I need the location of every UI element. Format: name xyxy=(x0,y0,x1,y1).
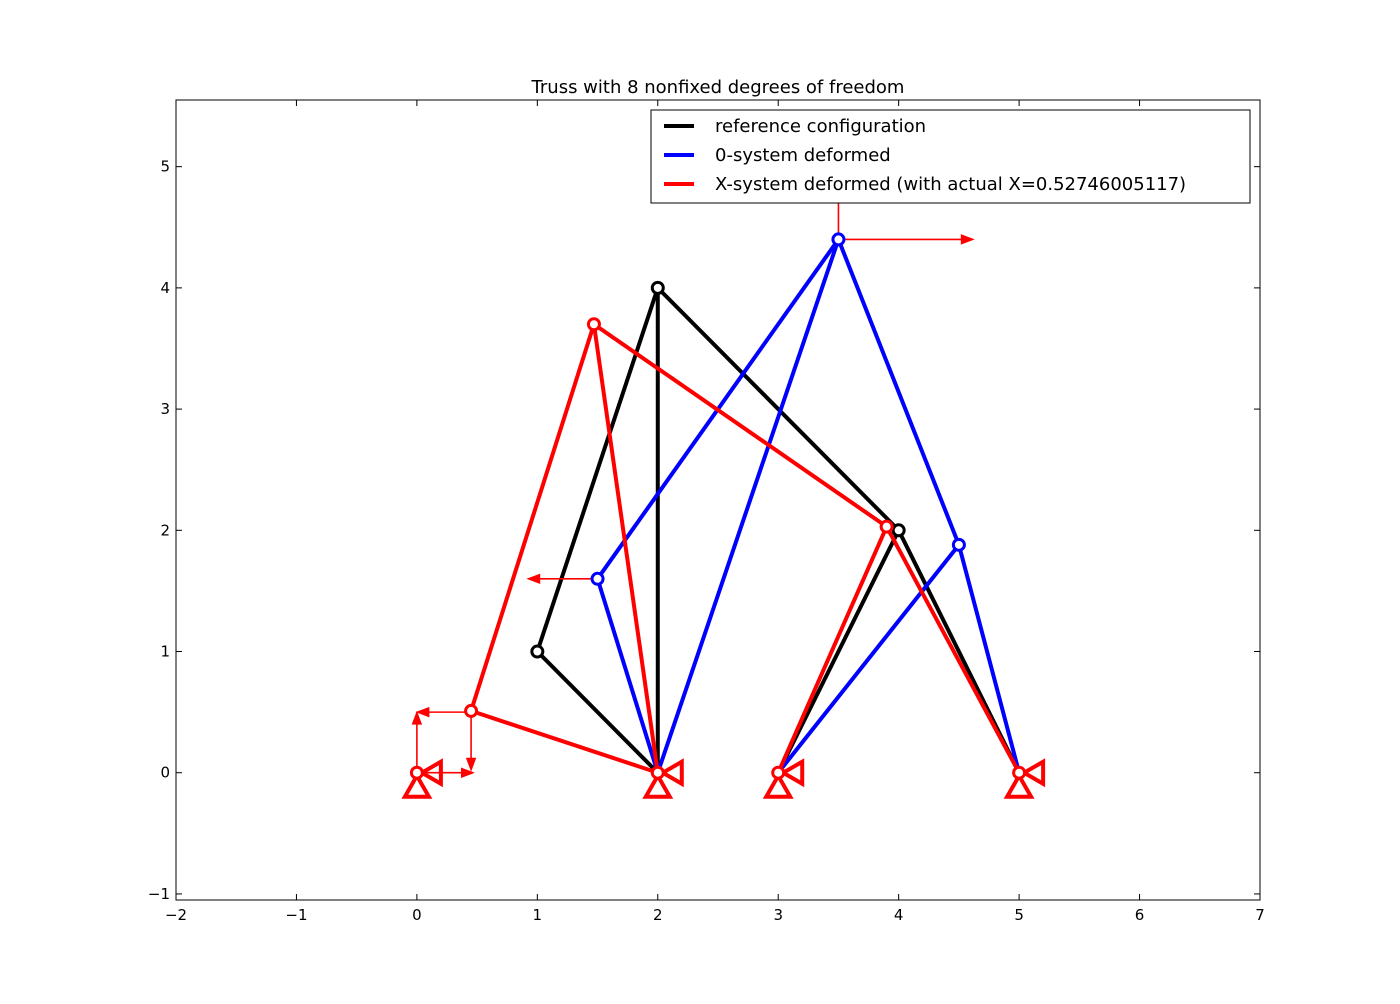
pin-support-symbol xyxy=(1003,771,1035,799)
x-axis: −2 −1 0 1 2 3 4 5 6 7 xyxy=(165,100,1265,924)
force-arrow-head xyxy=(415,706,430,718)
truss-member xyxy=(655,237,841,775)
truss-node xyxy=(650,765,665,780)
truss-node xyxy=(464,703,479,718)
x-tick-label: −1 xyxy=(285,906,307,924)
y-tick-label: 3 xyxy=(160,400,170,418)
truss-node xyxy=(409,765,424,780)
force-arrow-head xyxy=(411,710,423,725)
truss-node xyxy=(891,523,906,538)
x-tick-label: 7 xyxy=(1255,906,1265,924)
legend-label: 0-system deformed xyxy=(715,145,891,166)
truss-member xyxy=(776,524,889,775)
force-arrow-head xyxy=(465,757,477,772)
x-tick-label: 4 xyxy=(894,906,904,924)
y-axis: −1 0 1 2 3 4 5 xyxy=(148,158,1260,903)
pin-support-symbol xyxy=(762,771,794,799)
chart-title: Truss with 8 nonfixed degrees of freedom xyxy=(531,77,905,98)
y-tick-label: 4 xyxy=(160,279,170,297)
y-tick-label: 5 xyxy=(160,158,170,176)
x-tick-label: 2 xyxy=(653,906,663,924)
truss-node xyxy=(590,571,605,586)
truss-member xyxy=(956,542,1022,775)
truss-member xyxy=(535,285,660,654)
x-tick-label: 0 xyxy=(412,906,422,924)
truss-member xyxy=(535,649,660,775)
x-tick-label: 5 xyxy=(1014,906,1024,924)
x-tick-label: −2 xyxy=(165,906,187,924)
force-arrow-head xyxy=(526,573,541,585)
legend: reference configuration 0-system deformed… xyxy=(650,109,1251,204)
truss-member xyxy=(595,576,660,775)
pin-support-symbol xyxy=(642,771,674,799)
truss-member xyxy=(655,285,901,533)
legend-label: X-system deformed (with actual X=0.52746… xyxy=(715,174,1186,195)
truss-node xyxy=(831,232,846,247)
truss-node xyxy=(1012,765,1027,780)
truss-member xyxy=(591,322,889,529)
truss-node xyxy=(586,317,601,332)
force-arrow-head xyxy=(960,234,975,245)
roller-support-symbol xyxy=(658,758,684,788)
x-tick-label: 6 xyxy=(1135,906,1145,924)
truss-node xyxy=(951,537,966,552)
x-tick-label: 1 xyxy=(533,906,543,924)
truss-member xyxy=(884,524,1022,775)
truss-member xyxy=(469,708,660,775)
y-tick-label: 1 xyxy=(160,643,170,661)
truss-node xyxy=(879,519,894,534)
x-tick-label: 3 xyxy=(773,906,783,924)
force-arrow-head xyxy=(460,767,475,778)
truss-member xyxy=(591,322,660,775)
truss-node xyxy=(771,765,786,780)
roller-support-symbol xyxy=(779,758,805,788)
truss-member xyxy=(776,542,961,775)
y-tick-label: −1 xyxy=(148,885,170,903)
axes-frame xyxy=(175,99,1261,901)
y-tick-label: 2 xyxy=(160,521,170,539)
y-tick-label: 0 xyxy=(160,764,170,782)
legend-label: reference configuration xyxy=(715,116,926,137)
pin-support-symbol xyxy=(401,771,433,799)
truss-member xyxy=(469,322,596,713)
legend-box xyxy=(650,109,1251,204)
truss-member xyxy=(776,528,901,775)
plot-area xyxy=(401,159,1046,799)
truss-node xyxy=(650,280,665,295)
roller-support-symbol xyxy=(1020,758,1046,788)
truss-node xyxy=(530,644,545,659)
truss-member xyxy=(836,237,961,547)
